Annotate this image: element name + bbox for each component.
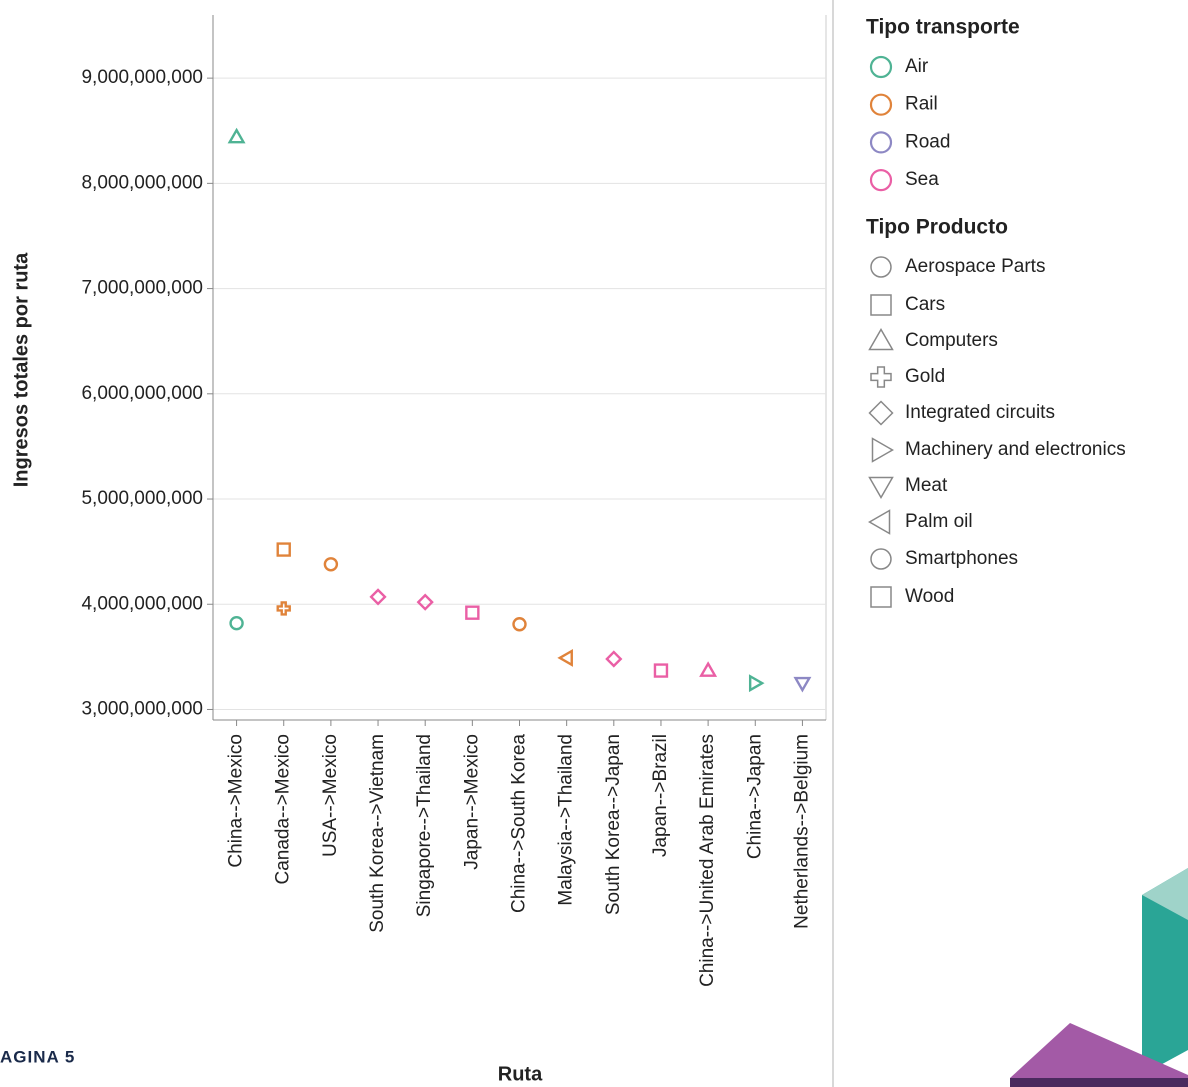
legend-symbol [869,131,893,154]
legend-label: Smartphones [905,548,1018,569]
x-tick-label: South Korea-->Vietnam [367,734,388,933]
decoration [1142,868,1188,920]
page-label: AGINA 5 [0,1047,75,1066]
legend-label: Aerospace Parts [905,256,1045,277]
data-point [323,557,339,572]
data-point [276,601,291,616]
x-tick-label: Canada-->Mexico [273,734,294,885]
decoration [1142,868,1188,1075]
x-tick-label: South Korea-->Japan [603,734,624,915]
y-tick-label: 3,000,000,000 [81,698,203,719]
legend-label: Rail [905,94,938,115]
legend-symbol [870,294,892,316]
y-tick-label: 6,000,000,000 [81,383,203,404]
legend-label: Gold [905,366,945,387]
legend-label: Machinery and electronics [905,439,1126,460]
legend-symbol [869,169,893,192]
decoration [1010,1023,1188,1087]
data-point [653,663,669,678]
legend-label: Road [905,131,950,152]
legend-symbol [870,256,892,278]
data-point [557,648,573,667]
y-axis-title: Ingresos totales por ruta [10,252,32,487]
x-tick-label: Singapore-->Thailand [414,734,435,917]
legend-symbol [869,55,893,79]
x-tick-label: Japan-->Brazil [650,734,671,857]
legend-symbol [871,437,895,463]
legend-symbol [869,93,893,116]
decoration [1010,1078,1188,1087]
data-point [748,674,765,693]
y-tick-label: 5,000,000,000 [81,488,203,509]
data-point [793,676,812,693]
legend-label: Meat [905,475,948,496]
legend-label: Wood [905,586,954,607]
legend-symbol [868,400,894,426]
legend-symbol [870,366,892,388]
legend-label: Cars [905,294,945,315]
x-tick-label: China-->United Arab Emirates [697,734,718,987]
data-point [699,661,718,677]
legend-symbol [867,509,891,535]
x-tick-label: China-->Mexico [226,734,247,868]
legend-label: Integrated circuits [905,402,1055,423]
y-tick-label: 9,000,000,000 [81,67,203,88]
legend-title: Tipo Producto [866,216,1008,239]
data-point [369,588,387,606]
data-point [465,605,480,620]
x-tick-label: Netherlands-->Belgium [791,734,812,929]
data-point [227,127,246,144]
legend-symbol [868,476,894,500]
legend-symbol [870,586,892,608]
x-tick-label: China-->Japan [744,734,765,859]
x-tick-label: USA-->Mexico [320,734,341,857]
x-tick-label: Malaysia-->Thailand [556,734,577,906]
x-tick-label: Japan-->Mexico [461,734,482,870]
legend-title: Tipo transporte [866,16,1020,39]
legend-label: Air [905,56,929,77]
legend-symbol [868,327,894,351]
legend-symbol [870,548,892,570]
legend-label: Sea [905,169,939,190]
y-tick-label: 4,000,000,000 [81,593,203,614]
data-point [416,593,434,611]
legend-label: Computers [905,330,998,351]
data-point [605,650,623,668]
data-point [229,616,244,631]
data-point [512,617,527,632]
y-tick-label: 7,000,000,000 [81,278,203,299]
x-tick-label: China-->South Korea [509,734,530,913]
data-point [276,542,291,557]
x-axis-title: Ruta [498,1063,543,1085]
y-tick-label: 8,000,000,000 [81,172,203,193]
legend-label: Palm oil [905,511,973,532]
